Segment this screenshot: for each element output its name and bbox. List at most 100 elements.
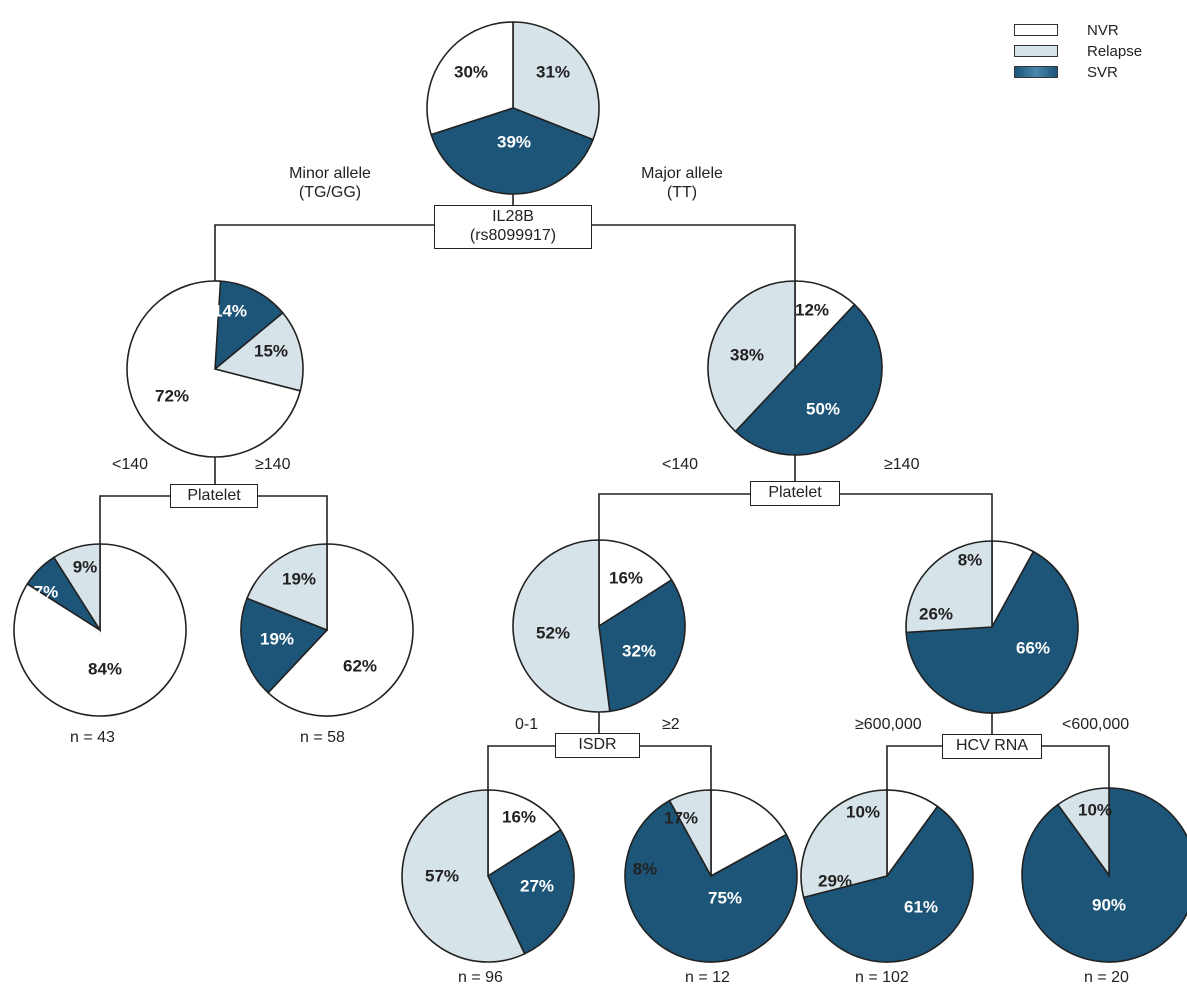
- pie-root: 31% 39% 30%: [426, 21, 600, 195]
- connector-line: [99, 495, 170, 545]
- branch-label-hcv-low: <600,000: [1062, 716, 1130, 733]
- pie-label-relapse: 19%: [282, 569, 316, 588]
- branch-label-platelet-minor-low: <140: [112, 456, 149, 473]
- pie-label-relapse: 52%: [536, 623, 570, 642]
- pie-label-relapse: 26%: [919, 604, 953, 623]
- n-count-minor-high: n = 58: [300, 729, 345, 746]
- pie-label-relapse: 8%: [633, 859, 658, 878]
- pie-major-low: 16% 32% 52%: [512, 539, 686, 713]
- pie-label-svr: 61%: [904, 897, 938, 916]
- legend-label-relapse: Relapse: [1087, 43, 1143, 60]
- pie-slice-relapse: [401, 789, 526, 963]
- pie-slice-relapse: [1056, 787, 1110, 878]
- pie-label-relapse: 57%: [425, 866, 459, 885]
- hcv-rna-split-node: HCV RNA: [942, 734, 1042, 759]
- legend-label-nvr: NVR: [1087, 22, 1119, 39]
- branch-label-platelet-major-low: <140: [662, 456, 699, 473]
- branch-label-platelet-minor-high: ≥140: [255, 456, 291, 473]
- pie-slice-relapse: [512, 539, 611, 713]
- pie-slice-relapse: [707, 280, 796, 433]
- pie-isdr-high: 17% 75% 8%: [624, 789, 798, 963]
- pie-minor-low: 84% 7% 9%: [13, 543, 187, 717]
- pie-slice-svr: [624, 799, 798, 963]
- pie-label-svr: 27%: [520, 876, 554, 895]
- pie-label-nvr: 62%: [343, 656, 377, 675]
- pie-major: 12% 50% 38%: [707, 280, 883, 456]
- n-count-hcv-low: n = 20: [1084, 969, 1129, 986]
- pie-label-nvr: 17%: [664, 808, 698, 827]
- pie-label-nvr: 72%: [155, 386, 189, 405]
- il28b-split-node: IL28B (rs8099917): [434, 205, 592, 249]
- legend-swatch-svr: [1014, 66, 1058, 78]
- legend-label-svr: SVR: [1087, 64, 1118, 81]
- connector-line: [598, 493, 750, 540]
- pie-slice-nvr: [598, 539, 673, 628]
- pie-slice-svr: [486, 828, 575, 955]
- connector-line: [1042, 745, 1110, 792]
- pie-label-relapse: 38%: [730, 345, 764, 364]
- pie-slice-relapse: [800, 789, 888, 899]
- pie-isdr-low: 16% 27% 57%: [401, 789, 575, 963]
- pie-slice-nvr: [266, 543, 414, 717]
- legend-swatch-nvr: [1014, 24, 1058, 36]
- connector-line: [487, 745, 555, 792]
- pie-label-svr: 39%: [497, 132, 531, 151]
- pie-label-nvr: 8%: [958, 550, 983, 569]
- pie-label-relapse: 15%: [254, 341, 288, 360]
- connector-line: [214, 224, 434, 283]
- branch-label-major-allele: Major allele (TT): [641, 165, 723, 201]
- isdr-split-node: ISDR: [555, 733, 640, 758]
- pie-slice-relapse: [668, 789, 712, 877]
- pie-label-nvr: 30%: [454, 62, 488, 81]
- connector-line: [258, 495, 328, 545]
- connector-line: [592, 224, 796, 283]
- n-count-hcv-high: n = 102: [855, 969, 909, 986]
- pie-label-nvr: 16%: [609, 568, 643, 587]
- connector-line: [840, 493, 993, 542]
- pie-slice-svr: [430, 107, 595, 195]
- n-count-isdr-high: n = 12: [685, 969, 730, 986]
- pie-label-nvr: 10%: [846, 802, 880, 821]
- pie-label-nvr: 84%: [88, 659, 122, 678]
- branch-label-isdr-low: 0-1: [515, 716, 539, 733]
- pie-label-relapse: 29%: [818, 871, 852, 890]
- pie-slice-relapse: [512, 21, 600, 141]
- branch-label-platelet-major-high: ≥140: [884, 456, 920, 473]
- pie-label-svr: 14%: [213, 301, 247, 320]
- connector-line: [886, 745, 942, 792]
- pie-hcv-low: 90% 10%: [1021, 787, 1187, 963]
- pie-minor: 14% 15% 72%: [126, 280, 304, 458]
- branch-label-minor-allele: Minor allele (TG/GG): [289, 165, 371, 201]
- pie-slice-svr: [1021, 787, 1187, 963]
- pie-major-high: 8% 66% 26%: [905, 540, 1079, 714]
- pie-slice-svr: [905, 550, 1079, 714]
- pie-hcv-high: 10% 61% 29%: [800, 789, 974, 963]
- pie-slice-svr: [802, 805, 974, 963]
- n-count-minor-low: n = 43: [70, 729, 115, 746]
- pie-label-svr: 50%: [806, 399, 840, 418]
- pie-slice-svr: [734, 303, 883, 456]
- pie-label-svr: 75%: [708, 888, 742, 907]
- branch-label-isdr-high: ≥2: [662, 716, 680, 733]
- pie-slice-nvr: [126, 280, 302, 458]
- pie-slice-relapse: [246, 543, 328, 632]
- pie-label-svr: 90%: [1092, 895, 1126, 914]
- pie-label-relapse: 9%: [73, 557, 98, 576]
- pie-slice-nvr: [426, 21, 514, 136]
- pie-slice-relapse: [213, 311, 304, 392]
- pie-slice-nvr: [794, 280, 856, 371]
- pie-slice-nvr: [487, 789, 562, 878]
- connector-line: [640, 745, 712, 792]
- il28b-snp-label: (rs8099917): [469, 227, 557, 244]
- pie-slice-svr: [598, 578, 686, 713]
- n-count-isdr-low: n = 96: [458, 969, 503, 986]
- platelet-split-node-major: Platelet: [750, 481, 840, 506]
- pie-label-relapse: 31%: [536, 62, 570, 81]
- pie-label-svr: 19%: [260, 629, 294, 648]
- branch-label-hcv-high: ≥600,000: [855, 716, 922, 733]
- pie-label-relapse: 10%: [1078, 800, 1112, 819]
- pie-label-svr: 7%: [34, 582, 59, 601]
- pie-slice-relapse: [52, 543, 101, 633]
